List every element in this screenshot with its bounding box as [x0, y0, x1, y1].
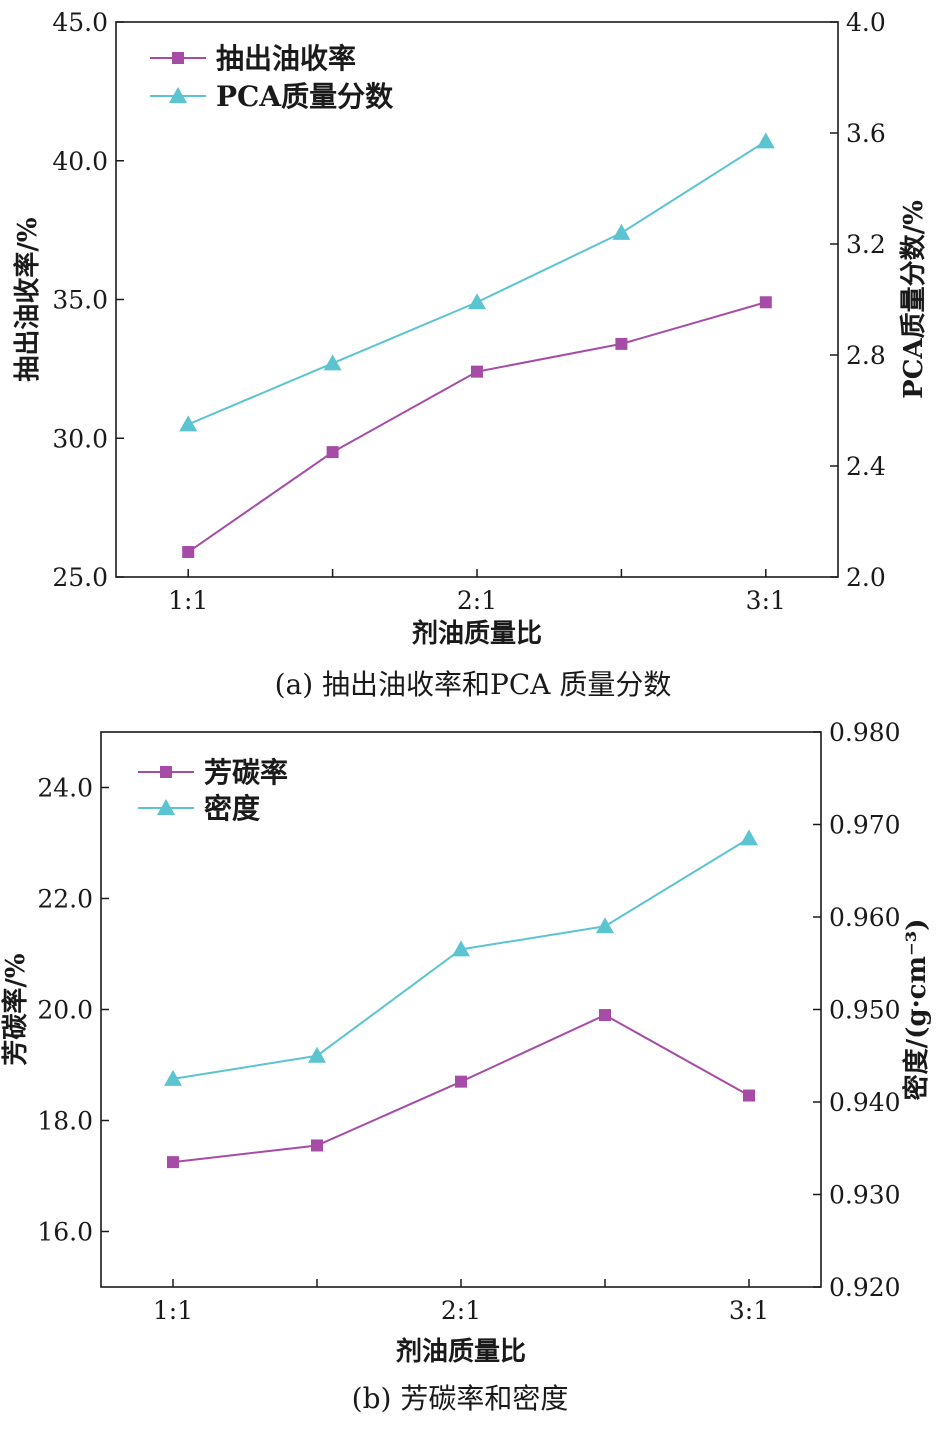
data-point-square [471, 365, 483, 378]
data-point-square [167, 1156, 179, 1169]
panel-a: (a) 抽出油收率和PCA 质量分数 1:1 2:1 3:1 25.0 30.0 35.0… [12, 8, 929, 701]
y-right-axis-title: 密度/(g·cm⁻³) [901, 919, 932, 1101]
x-axis-title: 剂油质量比 [396, 1337, 526, 1367]
legend-marker-square [172, 52, 184, 64]
legend-label: 密度 [204, 792, 260, 825]
y-right-tick-label: 2.8 [846, 341, 886, 370]
y-left-axis-title: 抽出油收率/% [12, 217, 43, 381]
y-left-tick-label: 25.0 [52, 563, 108, 592]
data-point-triangle [612, 223, 631, 240]
y-left-tick-label: 35.0 [52, 286, 108, 315]
legend-label: PCA质量分数 [216, 80, 394, 113]
y-right-tick-label: 0.950 [829, 996, 901, 1025]
y-left-tick-label: 22.0 [37, 885, 93, 914]
x-tick-label: 1:1 [153, 1296, 193, 1325]
y-right-tick-label: 0.980 [829, 718, 901, 747]
data-point-square [326, 446, 339, 459]
data-point-triangle [596, 917, 614, 934]
y-right-tick-label: 0.960 [829, 903, 901, 932]
legend-marker-triangle [157, 799, 175, 815]
y-right-tick-label: 0.920 [829, 1273, 901, 1302]
panel-b-caption: (b) 芳碳率和密度 [352, 1382, 569, 1415]
data-point-triangle [756, 132, 775, 149]
data-point-triangle [164, 1069, 182, 1086]
data-point-square [182, 546, 195, 559]
y-right-axis-title: PCA质量分数/% [899, 200, 929, 399]
y-right-tick-label: 3.2 [846, 230, 886, 259]
y-left-tick-label: 16.0 [37, 1218, 93, 1247]
series-line-right [172, 837, 750, 1080]
y-left-tick-label: 18.0 [37, 1107, 93, 1136]
data-point-triangle [452, 940, 470, 957]
y-right-tick-label: 0.970 [829, 811, 901, 840]
x-tick-label: 3:1 [746, 586, 786, 615]
data-point-square [615, 337, 628, 350]
y-right-tick-label: 2.4 [846, 452, 886, 481]
series-line-right [187, 140, 767, 426]
x-tick-label: 3:1 [729, 1296, 769, 1325]
data-point-triangle [468, 293, 486, 310]
y-right-tick-label: 2.0 [846, 563, 886, 592]
y-left-axis-title: 芳碳率/% [0, 953, 31, 1065]
panel-a-caption: (a) 抽出油收率和PCA 质量分数 [275, 668, 672, 701]
data-point-triangle [308, 1046, 326, 1063]
x-tick-label: 2:1 [457, 586, 497, 615]
panel-b: (b) 芳碳率和密度 1:1 2:1 3:1 16.0 18.0 20.0 22.0 24.0… [0, 718, 932, 1415]
legend-label: 抽出油收率 [216, 42, 356, 75]
data-point-triangle [740, 829, 758, 846]
legend-label: 芳碳率 [204, 756, 288, 789]
y-right-tick-label: 0.940 [829, 1088, 901, 1117]
y-right-tick-label: 3.6 [846, 119, 886, 148]
y-left-tick-label: 30.0 [52, 424, 108, 453]
legend-marker-square [160, 766, 172, 778]
y-right-tick-label: 4.0 [846, 8, 886, 37]
data-point-square [599, 1009, 611, 1022]
data-point-triangle [323, 354, 342, 371]
x-tick-label: 2:1 [441, 1296, 481, 1325]
y-left-tick-label: 20.0 [37, 996, 93, 1025]
y-left-tick-label: 24.0 [37, 774, 93, 803]
data-point-square [455, 1075, 467, 1088]
y-left-tick-label: 45.0 [52, 8, 108, 37]
series-line-left [187, 301, 767, 553]
data-point-square [759, 296, 772, 309]
data-point-square [311, 1139, 323, 1152]
x-tick-label: 1:1 [168, 586, 208, 615]
y-right-tick-label: 0.930 [829, 1181, 901, 1210]
y-left-tick-label: 40.0 [52, 147, 108, 176]
legend-marker-triangle [169, 87, 187, 103]
data-point-square [743, 1089, 755, 1102]
data-point-triangle [179, 415, 198, 432]
x-axis-title: 剂油质量比 [412, 619, 542, 649]
series-line-left [172, 1013, 750, 1164]
